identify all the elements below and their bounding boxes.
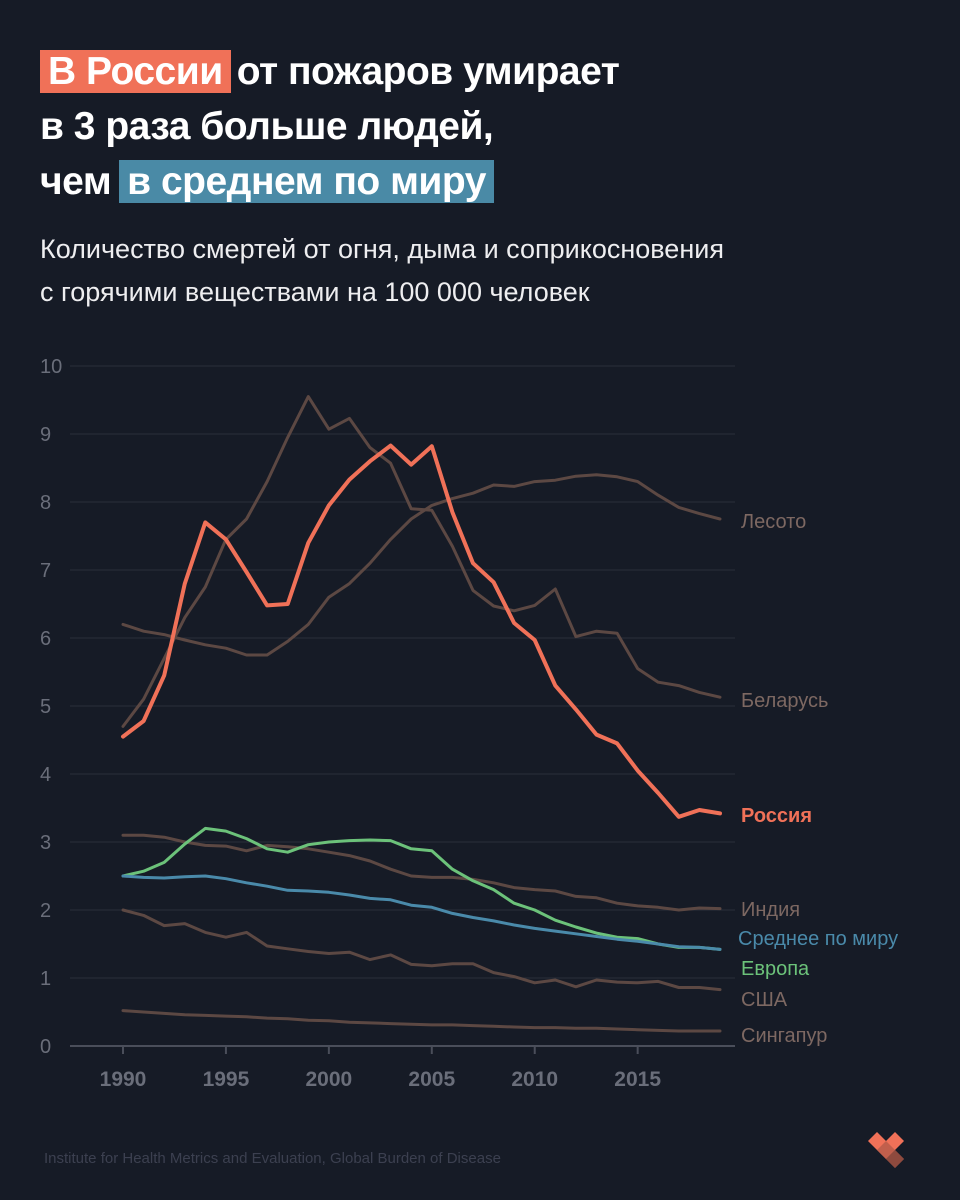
y-tick-label: 2	[40, 900, 51, 922]
y-tick-label: 7	[40, 560, 51, 582]
series-label: Лесото	[741, 511, 806, 533]
headline: В России от пожаров умирает в 3 раза боль…	[40, 44, 620, 209]
series-line	[121, 443, 722, 819]
series-label: Россия	[741, 805, 812, 827]
y-tick-label: 6	[40, 628, 51, 650]
y-tick-label: 0	[40, 1036, 51, 1058]
headline-line-2: в 3 раза больше людей,	[40, 105, 494, 148]
y-tick-label: 5	[40, 696, 51, 718]
y-tick-label: 9	[40, 424, 51, 446]
series-label: Сингапур	[741, 1025, 827, 1047]
series-line	[121, 833, 722, 912]
subtitle-line-1: Количество смертей от огня, дыма и сопри…	[40, 234, 724, 264]
headline-text: чем	[40, 160, 112, 203]
series-line	[121, 826, 722, 951]
series-line	[121, 908, 722, 992]
subtitle: Количество смертей от огня, дыма и сопри…	[40, 228, 940, 314]
x-tick-label: 2015	[614, 1068, 661, 1091]
series-label: Индия	[741, 899, 800, 921]
brand-logo	[868, 1132, 904, 1168]
y-tick-label: 3	[40, 832, 51, 854]
y-tick-label: 4	[40, 764, 51, 786]
x-tick-label: 2005	[408, 1068, 455, 1091]
series-label: Европа	[741, 958, 810, 980]
headline-highlight-world: в среднем по миру	[119, 160, 494, 203]
series-label: Беларусь	[741, 690, 828, 712]
x-tick-label: 2010	[511, 1068, 558, 1091]
series-label: США	[741, 989, 788, 1011]
series-line	[121, 874, 722, 951]
headline-text: от пожаров умирает	[236, 50, 620, 93]
source-note: Institute for Health Metrics and Evaluat…	[44, 1150, 501, 1167]
x-tick-label: 2000	[306, 1068, 353, 1091]
series-line	[121, 1009, 722, 1033]
series-line	[121, 395, 722, 728]
x-tick-label: 1995	[203, 1068, 250, 1091]
y-tick-label: 10	[40, 356, 62, 378]
headline-highlight-russia: В России	[40, 50, 231, 93]
y-tick-label: 1	[40, 968, 51, 990]
series-label: Среднее по миру	[738, 928, 898, 950]
subtitle-line-2: с горячими веществами на 100 000 человек	[40, 277, 590, 307]
series-line	[121, 473, 722, 657]
y-tick-label: 8	[40, 492, 51, 514]
line-chart: 0 1 2 3 4 5 6 7 8 9 10 1990 1995 2000 2005 2010 2015 Лесо…	[40, 356, 898, 1091]
x-tick-label: 1990	[100, 1068, 147, 1091]
